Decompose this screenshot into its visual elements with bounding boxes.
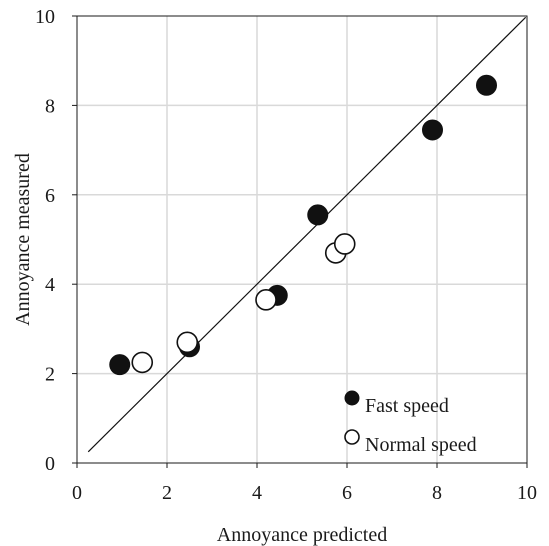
legend-normal-speed-marker bbox=[344, 429, 360, 445]
x-tick-label: 8 bbox=[432, 482, 442, 504]
normal-speed-point bbox=[176, 331, 199, 354]
y-tick-label: 0 bbox=[45, 453, 55, 475]
normal-speed-point bbox=[333, 233, 356, 255]
y-tick-label: 2 bbox=[45, 364, 55, 386]
y-axis-title: Annoyance measured bbox=[12, 153, 34, 326]
x-tick-label: 6 bbox=[342, 482, 352, 504]
x-tick-label: 2 bbox=[162, 482, 172, 504]
x-tick-label: 4 bbox=[252, 482, 262, 504]
legend-label: Fast speed bbox=[365, 395, 449, 417]
data-points bbox=[109, 74, 497, 376]
legend-fast-speed-marker bbox=[344, 390, 360, 406]
y-tick-label: 8 bbox=[45, 95, 55, 117]
identity-line bbox=[87, 16, 527, 453]
fast-speed-point bbox=[422, 119, 443, 141]
axis-ticks: 0 2 4 6 8 10 0 2 4 6 8 10 bbox=[35, 6, 537, 504]
x-axis-title: Annoyance predicted bbox=[217, 524, 387, 546]
fast-speed-point bbox=[307, 204, 329, 226]
fast-speed-point bbox=[109, 354, 131, 376]
plot-frame bbox=[76, 15, 528, 464]
y-tick-label: 6 bbox=[45, 185, 55, 207]
legend: Fast speed Normal speed bbox=[344, 390, 477, 456]
y-tick-label: 4 bbox=[45, 274, 55, 296]
normal-speed-point bbox=[255, 289, 277, 311]
y-tick-label: 10 bbox=[35, 6, 55, 28]
legend-label: Normal speed bbox=[365, 434, 477, 456]
x-tick-label: 10 bbox=[517, 482, 537, 504]
x-tick-label: 0 bbox=[72, 482, 82, 504]
fast-speed-point bbox=[476, 74, 497, 96]
normal-speed-point bbox=[131, 351, 154, 374]
